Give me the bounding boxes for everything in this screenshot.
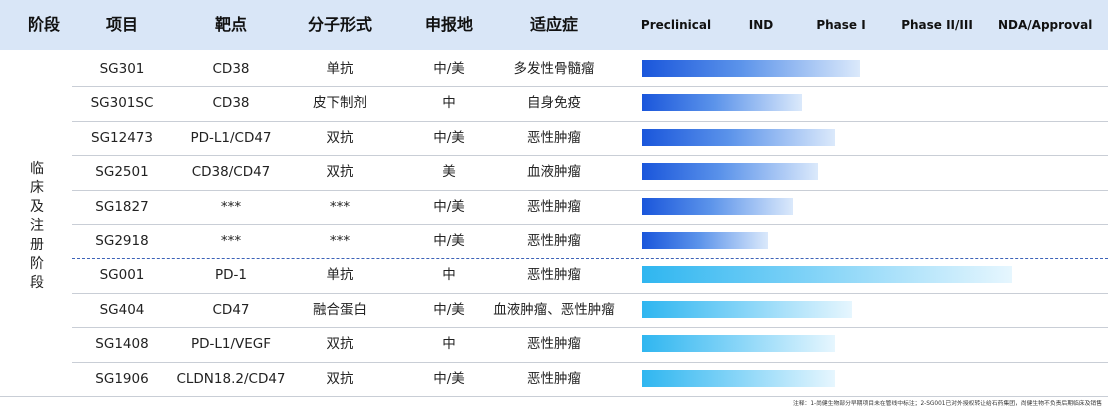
- cell-modality: 双抗: [326, 164, 354, 181]
- progress-bar-sg1906: [642, 369, 836, 387]
- cell-target: CLDN18.2/CD47: [176, 370, 286, 387]
- cell-project: SG1827: [95, 198, 149, 215]
- phase-label-nda-approval: NDA/Approval: [998, 18, 1093, 32]
- header-region: 申报地: [424, 15, 473, 34]
- stage-label: 临床及注册阶段: [30, 161, 44, 291]
- cell-indication: 自身免疫: [527, 95, 581, 112]
- progress-bar-sg001: [642, 266, 1012, 284]
- cell-project: SG404: [99, 301, 145, 318]
- cell-modality: 双抗: [326, 336, 354, 353]
- progress-bar-sg301sc: [642, 94, 802, 112]
- cell-modality: ***: [329, 233, 351, 249]
- progress-bar-sg2501: [642, 163, 819, 181]
- footnote: 注释：1-尚健生物部分早期项目未在管线中标注；2-SG001已对外授权转让给石药…: [792, 401, 1102, 407]
- cell-indication: 血液肿瘤: [527, 164, 581, 181]
- cell-project: SG1906: [95, 370, 149, 387]
- table-row: SG12473 PD-L1/CD47 双抗 中/美 恶性肿瘤: [72, 121, 1108, 155]
- header-stage: 阶段: [27, 15, 60, 34]
- phase-label-preclinical: Preclinical: [640, 18, 712, 32]
- cell-region: 中: [442, 267, 456, 284]
- cell-indication: 恶性肿瘤: [527, 336, 581, 353]
- table-row: SG1827 *** *** 中/美 恶性肿瘤: [72, 190, 1108, 224]
- table-row: SG301 CD38 单抗 中/美 多发性骨髓瘤: [72, 52, 1108, 86]
- cell-region: 中: [442, 95, 456, 112]
- cell-target: PD-1: [215, 267, 247, 284]
- cell-target: CD47: [212, 301, 250, 318]
- table-row: SG2501 CD38/CD47 双抗 美 血液肿瘤: [72, 155, 1108, 189]
- cell-region: 中/美: [433, 129, 465, 146]
- row-divider: [72, 292, 1108, 294]
- phase-label-ind: IND: [748, 18, 774, 32]
- cell-region: 美: [442, 164, 456, 181]
- progress-bar-sg1827: [642, 197, 794, 215]
- table-row: SG2918 *** *** 中/美 恶性肿瘤: [72, 224, 1108, 258]
- cell-indication: 恶性肿瘤: [527, 233, 581, 249]
- stage-column: 临床及注册阶段: [0, 50, 72, 396]
- cell-project: SG2501: [95, 164, 149, 181]
- table-header: 阶段 项目 靶点 分子形式 申报地 适应症 Preclinical IND Ph…: [0, 0, 1108, 50]
- cell-project: SG1408: [95, 336, 149, 353]
- cell-region: 中/美: [433, 370, 465, 387]
- cell-modality: 融合蛋白: [313, 301, 367, 318]
- cell-modality: 皮下制剂: [313, 95, 367, 112]
- header-target: 靶点: [214, 15, 247, 34]
- cell-indication: 血液肿瘤、恶性肿瘤: [493, 301, 615, 318]
- table-row: SG301SC CD38 皮下制剂 中 自身免疫: [72, 86, 1108, 120]
- cell-target: CD38: [212, 95, 250, 112]
- cell-project: SG12473: [91, 129, 153, 146]
- cell-indication: 多发性骨髓瘤: [513, 61, 595, 77]
- cell-target: CD38/CD47: [191, 164, 271, 181]
- progress-bar-sg2918: [642, 232, 768, 249]
- cell-indication: 恶性肿瘤: [527, 370, 581, 387]
- cell-modality: 双抗: [326, 129, 354, 146]
- progress-bar-sg1408: [642, 335, 836, 353]
- cell-target: CD38: [212, 61, 250, 77]
- cell-region: 中: [442, 336, 456, 353]
- row-divider: [72, 155, 1108, 157]
- table-row: SG001 PD-1 单抗 中 恶性肿瘤: [72, 258, 1108, 292]
- cell-project: SG301SC: [90, 95, 154, 112]
- cell-target: PD-L1/CD47: [190, 129, 272, 146]
- row-divider: [72, 361, 1108, 363]
- cell-indication: 恶性肿瘤: [527, 267, 581, 284]
- header-project: 项目: [105, 15, 138, 34]
- row-divider: [72, 189, 1108, 191]
- cell-modality: ***: [329, 198, 351, 215]
- progress-bar-sg12473: [642, 128, 836, 146]
- cell-project: SG2918: [95, 233, 149, 249]
- cell-target: PD-L1/VEGF: [190, 336, 272, 353]
- phase-label-phase2-3: Phase II/III: [901, 18, 973, 32]
- cell-region: 中/美: [433, 61, 465, 77]
- cell-target: ***: [220, 233, 242, 249]
- cell-modality: 单抗: [326, 61, 354, 77]
- row-divider: [72, 120, 1108, 122]
- cell-indication: 恶性肿瘤: [527, 129, 581, 146]
- row-divider: [72, 327, 1108, 329]
- cell-modality: 单抗: [326, 267, 354, 284]
- header-indication: 适应症: [529, 15, 578, 34]
- cell-region: 中/美: [433, 198, 465, 215]
- cell-indication: 恶性肿瘤: [527, 198, 581, 215]
- cell-target: ***: [220, 198, 242, 215]
- cell-modality: 双抗: [326, 370, 354, 387]
- cell-region: 中/美: [433, 233, 465, 249]
- progress-bar-sg301: [642, 60, 861, 77]
- row-divider: [72, 224, 1108, 225]
- table-row: SG404 CD47 融合蛋白 中/美 血液肿瘤、恶性肿瘤: [72, 293, 1108, 327]
- row-divider: [72, 86, 1108, 88]
- cell-project: SG301: [99, 61, 145, 77]
- phase-label-phase1: Phase I: [816, 18, 866, 32]
- table-row: SG1408 PD-L1/VEGF 双抗 中 恶性肿瘤: [72, 327, 1108, 361]
- stage-divider-dashed: [72, 258, 1108, 260]
- cell-region: 中/美: [433, 301, 465, 318]
- progress-bar-sg404: [642, 300, 852, 318]
- table-row: SG1906 CLDN18.2/CD47 双抗 中/美 恶性肿瘤: [72, 362, 1108, 396]
- cell-project: SG001: [99, 267, 145, 284]
- header-modality: 分子形式: [307, 15, 372, 34]
- table-bottom-border: [0, 396, 1108, 397]
